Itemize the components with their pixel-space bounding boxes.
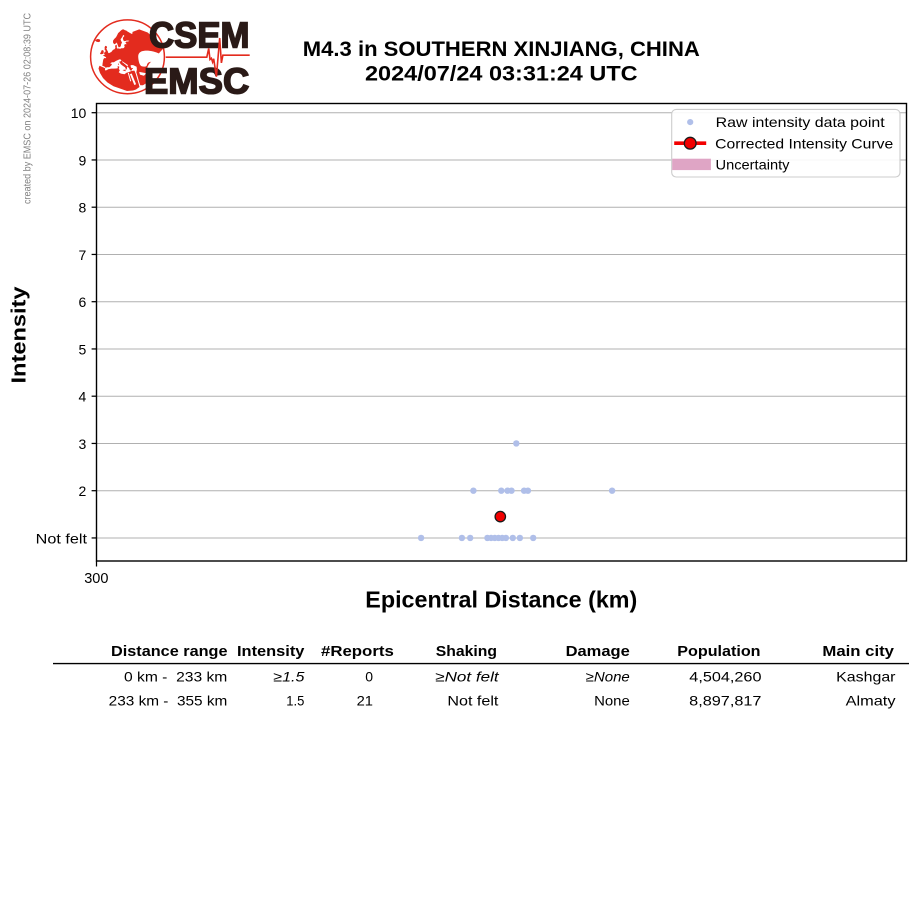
- svg-text:8,897,817: 8,897,817: [689, 693, 762, 709]
- svg-text:Population: Population: [677, 643, 760, 660]
- svg-text:7: 7: [79, 247, 87, 263]
- svg-text:3: 3: [79, 436, 87, 452]
- svg-text:2: 2: [79, 483, 87, 499]
- svg-text:1.5: 1.5: [286, 693, 304, 709]
- svg-text:Not felt: Not felt: [36, 530, 87, 546]
- svg-text:None: None: [594, 693, 630, 709]
- svg-text:Intensity: Intensity: [237, 643, 305, 660]
- svg-text:Raw intensity data point: Raw intensity data point: [716, 114, 885, 130]
- svg-text:M4.3 in SOUTHERN XINJIANG, CHI: M4.3 in SOUTHERN XINJIANG, CHINA: [303, 38, 700, 61]
- svg-text:Damage: Damage: [566, 643, 630, 660]
- svg-text:0 km - 233 km: 0 km - 233 km: [124, 669, 227, 685]
- svg-text:300: 300: [84, 571, 108, 587]
- svg-text:10: 10: [71, 105, 87, 121]
- svg-text:Kashgar: Kashgar: [836, 669, 896, 685]
- svg-text:5: 5: [79, 341, 87, 357]
- svg-text:Distance range: Distance range: [111, 643, 228, 660]
- svg-text:created by EMSC on 2024-07-26: created by EMSC on 2024-07-26 02:08:39 U…: [23, 13, 34, 204]
- svg-text:#Reports: #Reports: [321, 643, 394, 660]
- svg-text:Uncertainty: Uncertainty: [716, 157, 790, 173]
- svg-text:Main city: Main city: [822, 643, 894, 660]
- svg-text:4,504,260: 4,504,260: [689, 669, 761, 685]
- svg-text:≥Not felt: ≥Not felt: [435, 669, 500, 685]
- svg-text:0: 0: [365, 669, 373, 685]
- svg-text:Corrected Intensity Curve: Corrected Intensity Curve: [715, 135, 893, 151]
- svg-text:6: 6: [79, 294, 87, 310]
- svg-text:Epicentral Distance (km): Epicentral Distance (km): [365, 587, 637, 613]
- svg-text:CSEM: CSEM: [149, 14, 250, 55]
- svg-text:2024/07/24 03:31:24 UTC: 2024/07/24 03:31:24 UTC: [365, 63, 638, 86]
- svg-text:Almaty: Almaty: [846, 693, 896, 709]
- svg-text:EMSC: EMSC: [144, 61, 249, 102]
- svg-text:Shaking: Shaking: [436, 643, 497, 660]
- svg-text:≥None: ≥None: [586, 669, 630, 685]
- svg-text:≥1.5: ≥1.5: [273, 669, 304, 685]
- svg-text:233 km - 355 km: 233 km - 355 km: [109, 693, 228, 709]
- svg-text:4: 4: [79, 389, 87, 405]
- svg-text:9: 9: [79, 152, 87, 168]
- svg-text:8: 8: [79, 200, 87, 216]
- svg-text:21: 21: [357, 693, 374, 709]
- svg-text:Intensity: Intensity: [8, 286, 31, 384]
- svg-text:Not felt: Not felt: [447, 693, 498, 709]
